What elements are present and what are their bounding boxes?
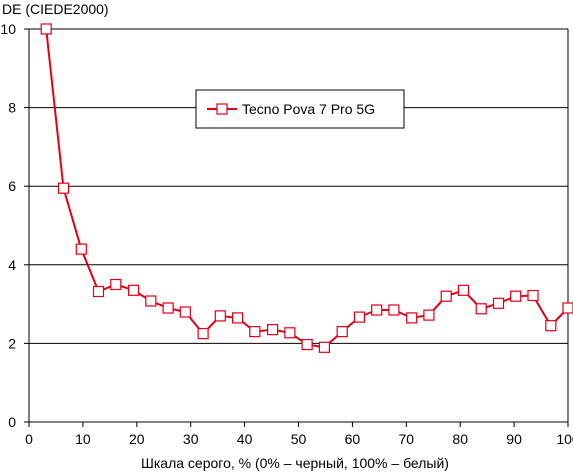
data-point-0-20	[388, 304, 400, 316]
plot-area-frame	[28, 29, 569, 423]
y-tick-label-0: 0	[8, 414, 16, 430]
y-tick-label-8: 8	[8, 100, 16, 116]
data-point-0-21	[406, 312, 418, 324]
x-tick-label-50: 50	[291, 431, 307, 447]
data-point-0-13	[267, 324, 279, 336]
y-tick-label-6: 6	[8, 178, 16, 194]
data-point-0-7	[162, 302, 174, 314]
data-point-0-5	[128, 284, 140, 296]
x-tick-label-100: 100	[556, 431, 573, 447]
data-point-0-2	[75, 243, 87, 255]
y-axis-ticks: 0 2 4 6 8 10	[0, 21, 29, 430]
data-point-0-17	[336, 326, 348, 338]
data-point-0-0	[40, 23, 52, 35]
gridlines	[29, 28, 568, 344]
data-point-0-22	[423, 309, 435, 321]
series-group	[40, 23, 573, 353]
data-point-0-12	[249, 326, 261, 338]
data-point-0-8	[179, 306, 191, 318]
y-tick-label-2: 2	[8, 335, 16, 351]
x-tick-label-90: 90	[506, 431, 522, 447]
x-axis-ticks: 0 10 20 30 40 50 60 70 80 90 100	[25, 422, 573, 447]
x-tick-label-70: 70	[399, 431, 415, 447]
data-point-0-26	[492, 297, 505, 309]
data-point-0-24	[457, 284, 469, 296]
x-tick-label-10: 10	[75, 431, 91, 447]
x-tick-label-40: 40	[237, 431, 253, 447]
x-axis-title: Шкала серого, % (0% – черный, 100% – бел…	[141, 455, 449, 471]
data-point-0-11	[232, 312, 244, 324]
data-point-0-28	[527, 289, 539, 302]
data-point-0-30	[562, 302, 573, 314]
x-tick-label-0: 0	[25, 431, 33, 447]
data-point-0-9	[197, 328, 209, 340]
y-tick-label-4: 4	[8, 257, 16, 273]
series-line-0	[45, 28, 569, 349]
data-point-0-6	[145, 295, 157, 307]
x-tick-label-30: 30	[183, 431, 199, 447]
data-point-0-15	[301, 339, 313, 351]
legend: Tecno Pova 7 Pro 5G	[195, 89, 405, 129]
y-tick-label-10: 10	[0, 21, 16, 37]
data-point-0-1	[57, 182, 70, 194]
x-tick-label-60: 60	[345, 431, 361, 447]
data-point-0-19	[371, 304, 383, 316]
data-point-0-16	[318, 341, 330, 353]
x-tick-label-80: 80	[452, 431, 468, 447]
legend-label: Tecno Pova 7 Pro 5G	[242, 101, 375, 117]
data-point-0-18	[353, 311, 365, 323]
data-point-0-10	[214, 310, 226, 322]
data-point-0-25	[475, 303, 487, 315]
data-point-0-14	[284, 327, 296, 339]
data-point-0-23	[440, 290, 452, 302]
y-axis-title: DE (CIEDE2000)	[2, 1, 109, 17]
legend-marker-swatch	[216, 103, 228, 115]
data-point-0-4	[110, 278, 122, 291]
data-point-0-3	[92, 285, 105, 298]
data-point-0-29	[545, 320, 557, 332]
x-tick-label-20: 20	[129, 431, 145, 447]
data-point-0-27	[510, 290, 522, 302]
